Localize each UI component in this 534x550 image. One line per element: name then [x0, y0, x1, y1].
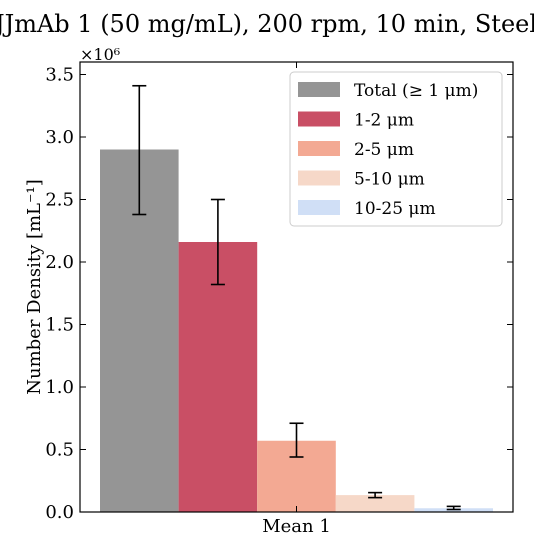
y-axis-label: Number Density [mL⁻¹]: [24, 179, 45, 395]
legend-swatch: [298, 170, 340, 186]
chart-title: JJmAb 1 (50 mg/mL), 200 rpm, 10 min, Ste…: [0, 10, 534, 38]
legend-swatch: [298, 111, 340, 127]
legend-swatch: [298, 141, 340, 156]
y-tick-label: 3.0: [45, 127, 74, 148]
y-tick-label: 2.0: [45, 252, 74, 273]
legend-label: 1-2 μm: [354, 111, 414, 131]
y-tick-label: 2.5: [45, 190, 74, 211]
legend-swatch: [298, 200, 340, 215]
legend-label: 10-25 μm: [354, 199, 436, 219]
x-tick-label: Mean 1: [262, 516, 331, 537]
legend-label: 2-5 μm: [354, 140, 414, 160]
y-tick-label: 0.0: [45, 502, 74, 523]
bar: [178, 242, 258, 512]
legend-box: [289, 71, 503, 227]
legend-swatch: [298, 82, 340, 97]
y-tick-label: 1.0: [45, 377, 74, 398]
legend: Total (≥ 1 μm) 1-2 μm 2-5 μm 5-10 μm 10-25 μ…: [289, 71, 503, 227]
legend-label: 5-10 μm: [354, 170, 425, 190]
y-axis-multiplier: ×10⁶: [80, 45, 120, 64]
legend-label: Total (≥ 1 μm): [354, 81, 478, 101]
y-tick-label: 1.5: [45, 315, 74, 336]
plot-area: 0.0 0.5 1.0 1.5 2.0 2.5 3.0 3.5 Mean 1: [45, 61, 514, 537]
bar: [335, 495, 415, 512]
y-tick-label: 3.5: [45, 65, 74, 86]
y-tick-label: 0.5: [45, 440, 74, 461]
